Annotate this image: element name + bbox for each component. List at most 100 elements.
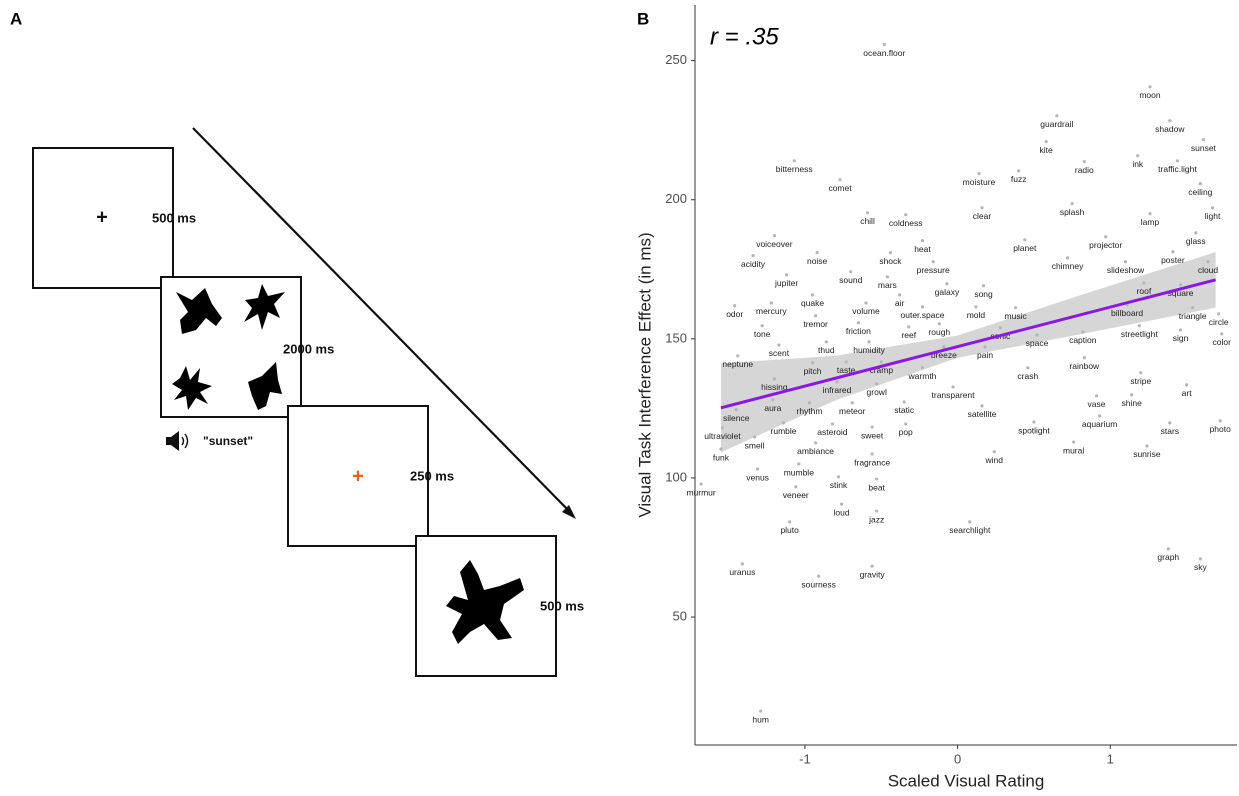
y-tick-label: 200 [665, 191, 687, 206]
point [835, 380, 839, 384]
point-label: space [1026, 338, 1049, 348]
point [760, 324, 764, 328]
point-label: light [1205, 211, 1221, 221]
point-label: noise [807, 256, 828, 266]
speaker-icon [166, 431, 189, 451]
point [1032, 420, 1036, 424]
audio-word: "sunset" [203, 434, 253, 448]
point [980, 404, 984, 408]
point [907, 325, 911, 329]
point [794, 485, 798, 489]
point [1123, 260, 1128, 264]
point [1055, 114, 1059, 118]
point-label: cramp [869, 365, 893, 375]
point-label: funk [713, 452, 730, 462]
point [740, 562, 744, 566]
point-label: galaxy [935, 287, 960, 297]
point [810, 293, 815, 297]
point-label: bitterness [776, 164, 813, 174]
point-label: photo [1210, 424, 1232, 434]
point [785, 273, 789, 277]
point-label: wind [985, 455, 1004, 465]
point [815, 250, 819, 255]
point-label: friction [846, 326, 871, 336]
point-label: sign [1173, 333, 1189, 343]
point-label: fuzz [1011, 174, 1027, 184]
point-label: song [974, 289, 993, 299]
point-label: gravity [860, 569, 886, 579]
point-label: taste [837, 365, 856, 375]
point-label: glass [1186, 236, 1206, 246]
fixation-cross: + [96, 206, 108, 228]
point [797, 462, 801, 466]
point-label: sound [839, 275, 862, 285]
point-label: sweet [861, 430, 884, 440]
point-label: sourness [801, 579, 836, 589]
point-label: clear [973, 211, 992, 221]
point [1171, 250, 1175, 254]
point [902, 400, 906, 404]
point [951, 385, 955, 389]
point [1017, 169, 1021, 173]
point [904, 422, 908, 426]
point [1094, 394, 1099, 398]
point [1130, 393, 1134, 397]
point [867, 340, 871, 344]
point [980, 206, 984, 210]
point-label: music [1005, 311, 1028, 321]
time-arrow [192, 127, 571, 513]
point-label: static [894, 405, 915, 415]
duration: 500 ms [152, 210, 196, 225]
point-label: jazz [868, 514, 884, 524]
point-label: square [1168, 288, 1194, 298]
point [882, 42, 886, 47]
point-label: hum [752, 714, 769, 724]
point [977, 171, 981, 176]
duration: 2000 ms [283, 341, 334, 356]
point-label: mural [1063, 445, 1084, 455]
point [772, 234, 776, 238]
point-label: infrared [823, 385, 852, 395]
point [875, 477, 879, 481]
point-label: rainbow [1069, 361, 1100, 371]
point [931, 260, 935, 264]
point [719, 447, 723, 451]
point-label: air [895, 298, 905, 308]
point-label: stripe [1130, 376, 1151, 386]
point-label: volume [852, 306, 880, 316]
point [1014, 306, 1018, 310]
fixation-cross: + [352, 465, 364, 487]
point-label: splash [1060, 207, 1085, 217]
point [1178, 283, 1183, 287]
point-label: rough [928, 327, 950, 337]
point [849, 270, 853, 274]
shape [172, 366, 212, 410]
point [1104, 235, 1108, 239]
point [751, 254, 755, 258]
annotation: r = .35 [710, 23, 779, 50]
point-label: venus [746, 472, 769, 482]
point [1070, 202, 1074, 206]
point [864, 301, 868, 305]
point [1065, 256, 1070, 260]
point-label: radio [1075, 165, 1094, 175]
point [897, 293, 902, 297]
point [870, 425, 874, 429]
point-label: planet [1013, 243, 1037, 253]
point-label: ocean.floor [863, 48, 905, 58]
point [1139, 371, 1143, 375]
point-label: shadow [1155, 124, 1185, 134]
point-label: color [1213, 337, 1232, 347]
confidence-band [720, 252, 1216, 453]
shape [248, 362, 282, 410]
point-label: pitch [804, 366, 822, 376]
point [1035, 333, 1039, 337]
point-label: humidity [853, 345, 885, 355]
point-label: mercury [756, 306, 787, 316]
point [1178, 328, 1183, 332]
point [1044, 139, 1048, 144]
point-label: caption [1069, 335, 1097, 345]
point [937, 322, 941, 326]
point [817, 574, 821, 578]
